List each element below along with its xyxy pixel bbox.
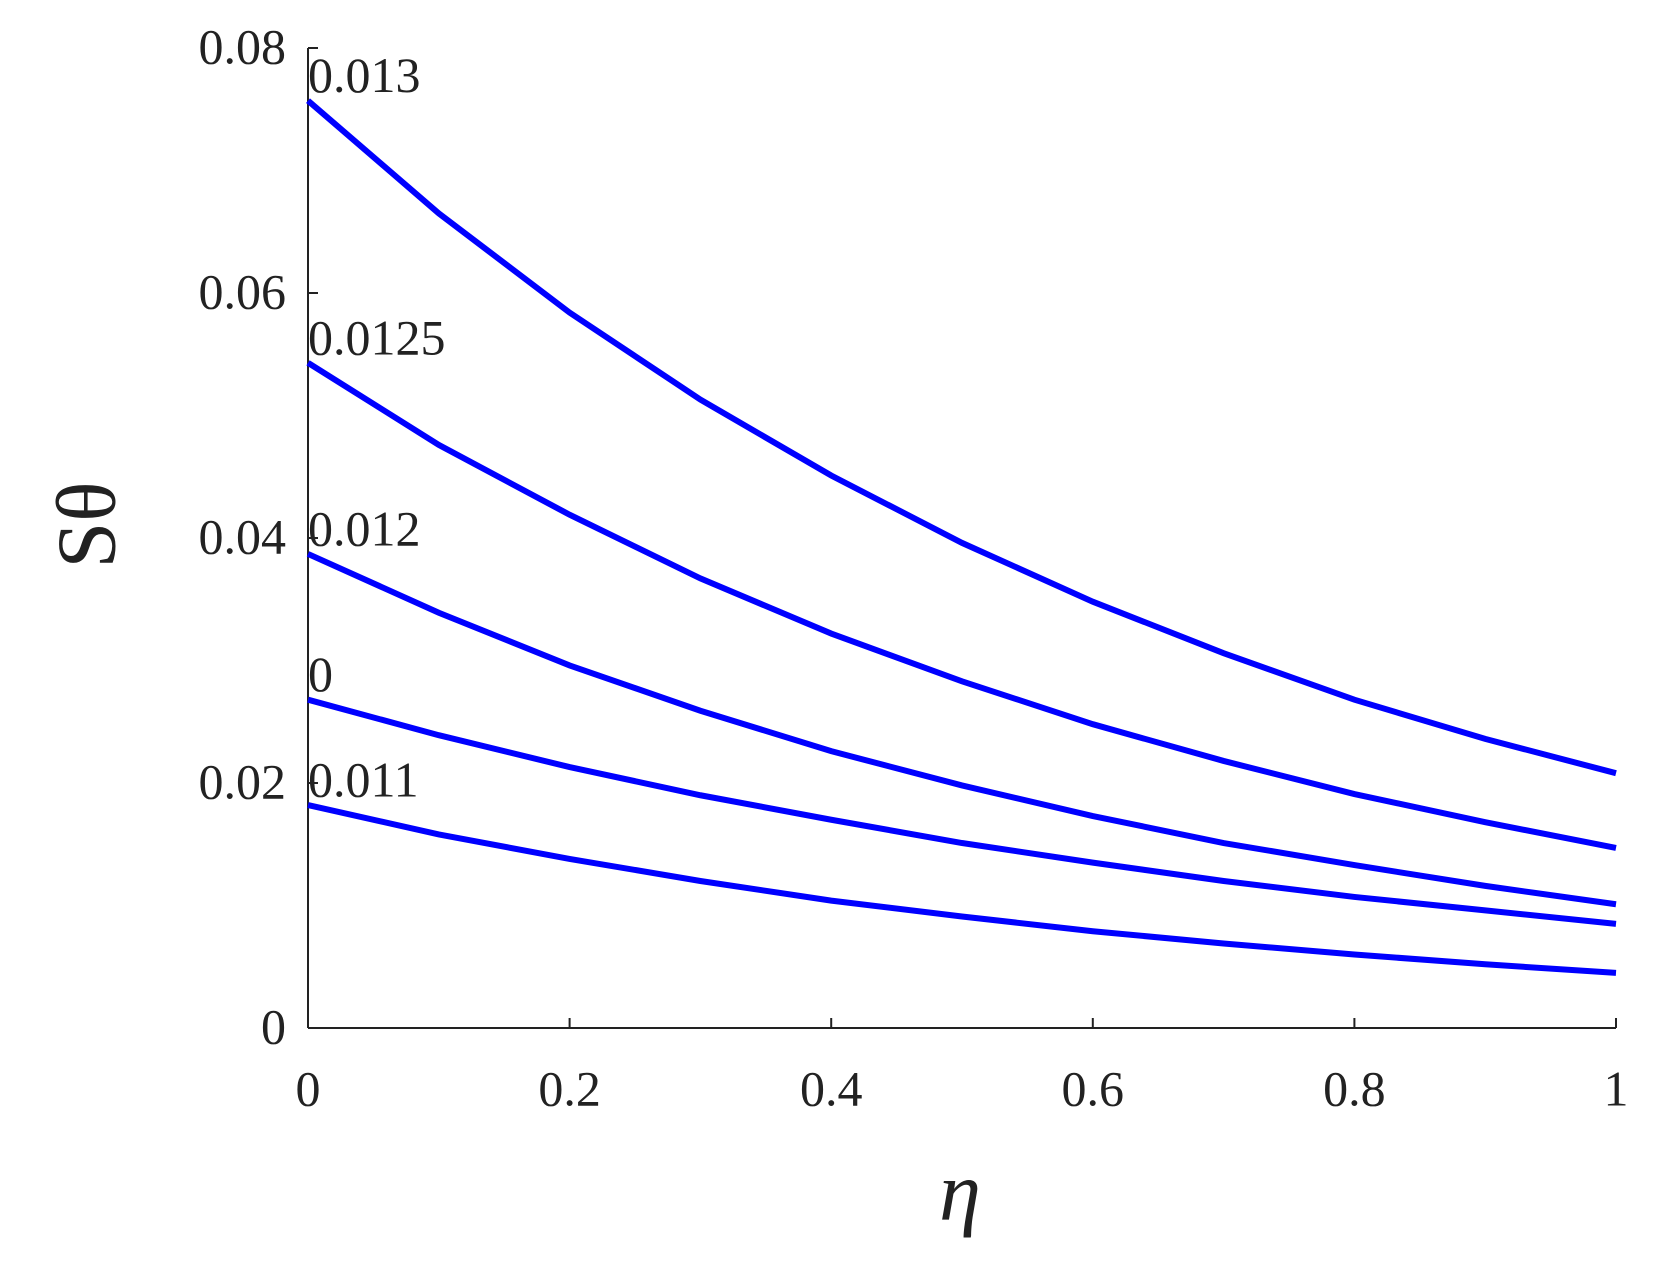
series-line (306, 360, 1617, 851)
series-line (307, 696, 1617, 927)
series-line (306, 551, 1617, 908)
y-axis-label: Sθ (40, 482, 133, 569)
x-tick-label: 0.2 (538, 1060, 601, 1116)
series-line (306, 98, 1617, 777)
curve-label: 0.013 (308, 47, 421, 103)
x-tick-label: 1 (1604, 1060, 1629, 1116)
series-line (307, 802, 1617, 976)
x-axis-label: η (939, 1145, 981, 1238)
y-tick-label: 0 (261, 998, 286, 1054)
curve-label: 0.012 (308, 500, 421, 556)
curve-label: 0 (308, 646, 333, 702)
x-tick-label: 0 (296, 1060, 321, 1116)
x-tick-label: 0.4 (800, 1060, 863, 1116)
x-tick-label: 0.6 (1062, 1060, 1125, 1116)
curve-label: 0.011 (308, 752, 419, 808)
y-tick-label: 0.04 (199, 508, 287, 564)
y-tick-label: 0.02 (199, 753, 287, 809)
y-tick-label: 0.06 (199, 263, 287, 319)
x-tick-label: 0.8 (1323, 1060, 1386, 1116)
curve-label: 0.0125 (308, 309, 446, 365)
y-tick-label: 0.08 (199, 18, 287, 74)
